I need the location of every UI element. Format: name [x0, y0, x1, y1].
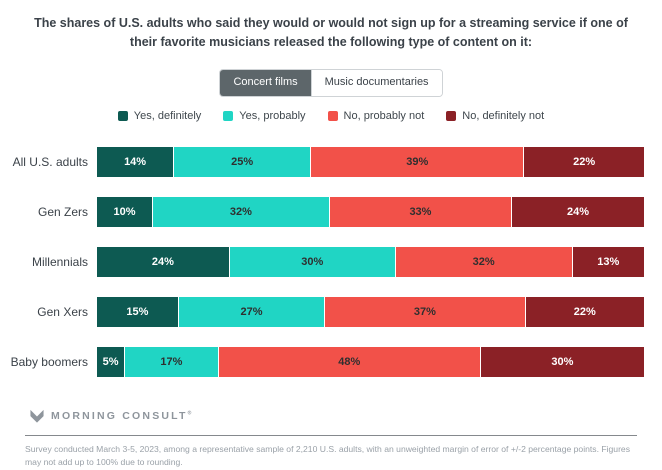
- legend: Yes, definitely Yes, probably No, probably…: [0, 110, 662, 122]
- toggle-music-documentaries[interactable]: Music documentaries: [310, 69, 442, 96]
- bar-segment: 13%: [572, 246, 644, 277]
- bar-segment: 14%: [97, 146, 174, 177]
- chart-title: The shares of U.S. adults who said they …: [34, 16, 628, 50]
- bar-segment: 30%: [480, 346, 645, 377]
- bar-segment: 25%: [174, 146, 311, 177]
- legend-item: Yes, probably: [223, 109, 306, 122]
- stacked-bar: 24% 30% 32% 13%: [97, 246, 644, 277]
- bar-segment: 33%: [329, 196, 512, 227]
- bar-segment: 15%: [97, 296, 178, 327]
- survey-footnote: Survey conducted March 3-5, 2023, among …: [25, 443, 631, 468]
- row-label: Gen Zers: [37, 204, 88, 219]
- bar-segment: 10%: [97, 196, 152, 227]
- legend-item: No, definitely not: [446, 110, 544, 122]
- bar-segment: 24%: [512, 196, 644, 227]
- legend-label: No, definitely not: [462, 109, 545, 122]
- row-label: All U.S. adults: [12, 154, 88, 169]
- toggle-concert-films[interactable]: Concert films: [220, 69, 311, 96]
- footer-logo: MORNING CONSULT®: [30, 409, 662, 423]
- stacked-bar: 15% 27% 37% 22%: [97, 296, 644, 327]
- legend-label: Yes, definitely: [133, 109, 202, 122]
- legend-swatch-icon: [223, 110, 234, 121]
- legend-item: Yes, definitely: [117, 109, 202, 122]
- legend-swatch-icon: [117, 110, 128, 121]
- bar-segment: 39%: [311, 146, 524, 177]
- stacked-bar: 5% 17% 48% 30%: [97, 346, 645, 377]
- chart-row: Gen Xers 15% 27% 37% 22%: [0, 296, 644, 327]
- legend-swatch-icon: [446, 110, 457, 121]
- bar-segment: 27%: [178, 296, 325, 327]
- row-label: Baby boomers: [10, 354, 88, 369]
- bar-segment: 5%: [97, 346, 125, 377]
- stacked-bar-chart: All U.S. adults 14% 25% 39% 22% Gen Zers 10% 32…: [0, 146, 662, 377]
- row-label: Gen Xers: [37, 304, 88, 319]
- chart-row: Gen Zers 10% 32% 33% 24%: [0, 196, 644, 227]
- chart-row: All U.S. adults 14% 25% 39% 22%: [0, 146, 644, 177]
- bar-segment: 30%: [229, 246, 395, 277]
- chart-row: Millennials 24% 30% 32% 13%: [0, 246, 644, 277]
- chart-row: Baby boomers 5% 17% 48% 30%: [0, 346, 645, 377]
- bar-segment: 32%: [152, 196, 329, 227]
- legend-label: No, probably not: [343, 109, 425, 122]
- bar-segment: 17%: [125, 346, 218, 377]
- bar-segment: 24%: [97, 246, 229, 277]
- bar-segment: 32%: [395, 246, 572, 277]
- legend-label: Yes, probably: [239, 109, 306, 122]
- bar-segment: 22%: [525, 296, 644, 327]
- stacked-bar: 10% 32% 33% 24%: [97, 196, 644, 227]
- bar-segment: 22%: [524, 146, 644, 177]
- trademark-mark: ®: [187, 410, 192, 417]
- legend-item: No, probably not: [327, 109, 425, 122]
- content-type-toggle: Concert films Music documentaries: [219, 68, 443, 97]
- stacked-bar: 14% 25% 39% 22%: [97, 146, 644, 177]
- footer-divider: [25, 434, 637, 436]
- bar-segment: 37%: [325, 296, 525, 327]
- legend-swatch-icon: [327, 110, 338, 121]
- morning-consult-logo-icon: [30, 409, 44, 423]
- bar-segment: 48%: [218, 346, 480, 377]
- footer-logo-text: MORNING CONSULT®: [51, 409, 192, 422]
- row-label: Millennials: [31, 254, 88, 269]
